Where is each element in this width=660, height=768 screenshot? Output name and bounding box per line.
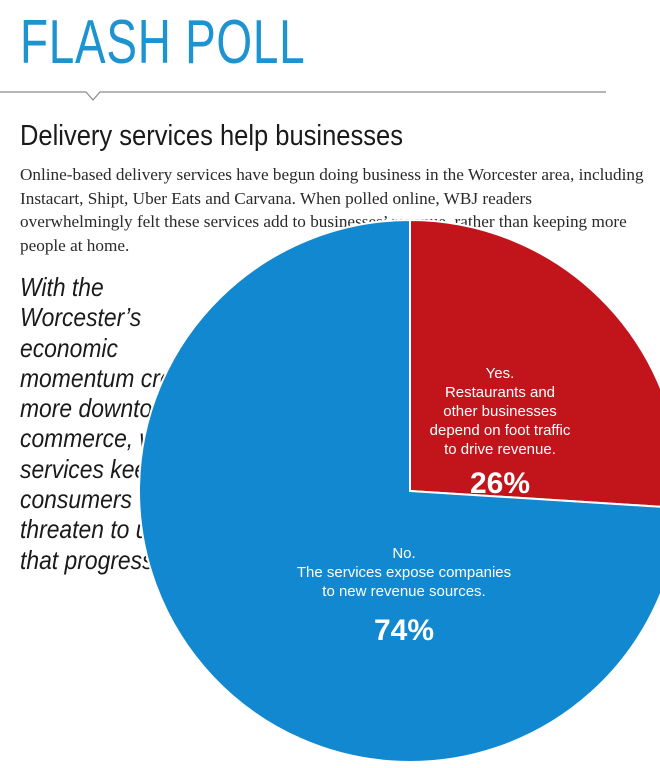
header-rule — [0, 91, 606, 101]
slice-percent-yes: 26% — [470, 467, 530, 500]
slice-label-yes: Yes. — [486, 365, 515, 382]
slice-label-no: to new revenue sources. — [322, 583, 485, 600]
flash-poll-header: FLASH POLL — [20, 8, 306, 77]
slice-label-yes: to drive revenue. — [444, 441, 556, 458]
pie-slice-no — [138, 218, 660, 763]
slice-label-no: No. — [392, 545, 415, 562]
poll-question: With the Worcester’s economic momentum c… — [20, 272, 223, 575]
headline: Delivery services help businesses — [20, 120, 403, 152]
slice-label-yes: other businesses — [443, 403, 556, 420]
slice-percent-no: 74% — [374, 614, 434, 647]
slice-label-yes: depend on foot traffic — [430, 422, 571, 439]
slice-label-no: The services expose companies — [297, 564, 511, 581]
pie-slice-yes — [409, 218, 660, 508]
intro-paragraph: Online-based delivery services have begu… — [20, 165, 644, 255]
slice-label-yes: Restaurants and — [445, 384, 555, 401]
